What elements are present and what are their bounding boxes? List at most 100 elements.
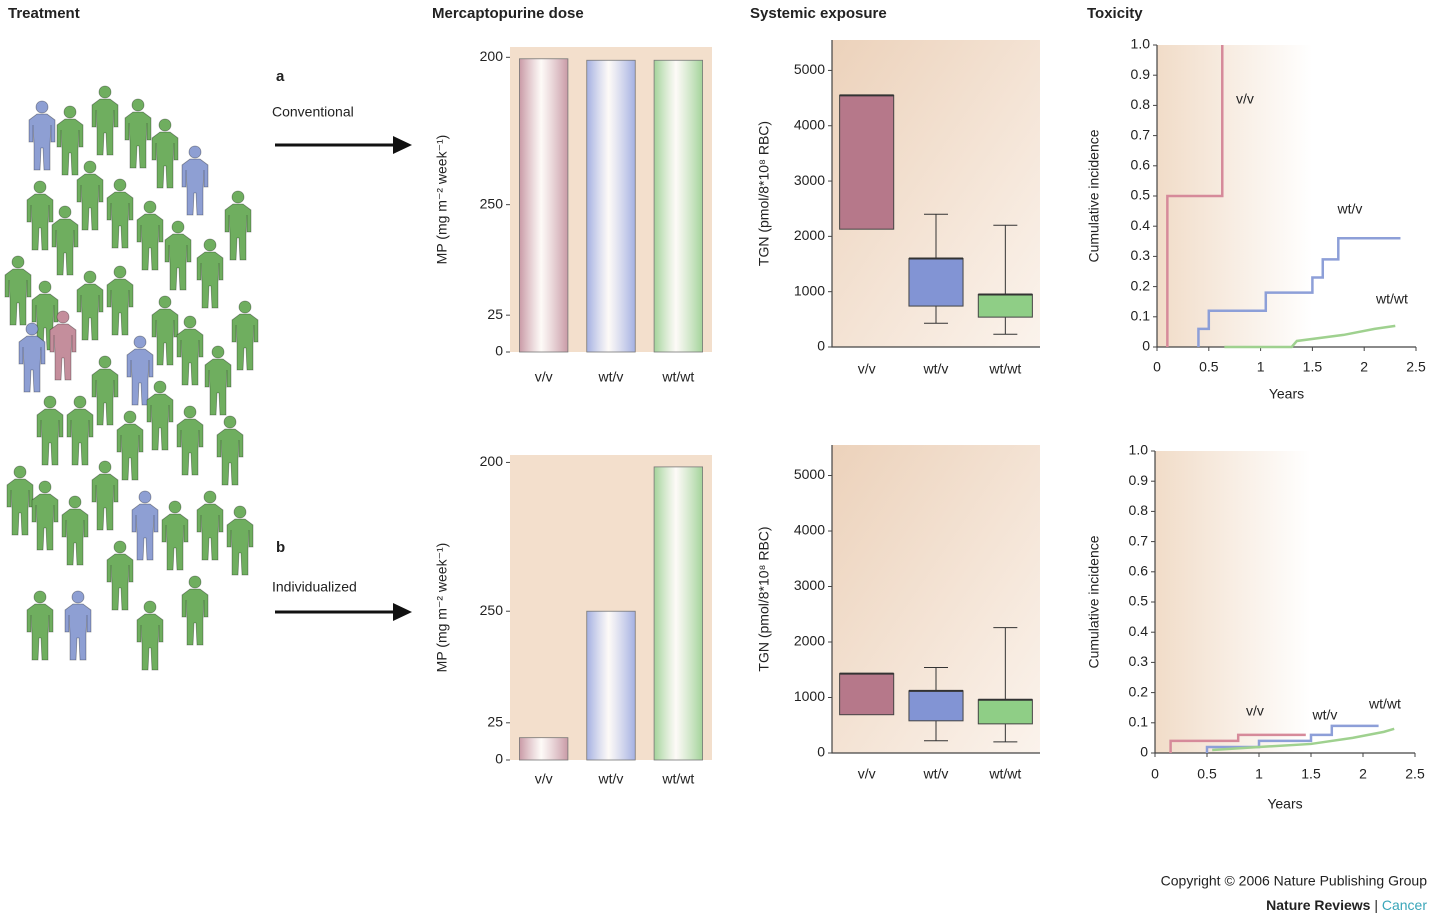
y-axis-label: TGN (pmol/8*10⁸ RBC) <box>756 526 772 671</box>
patient-icon <box>26 590 54 661</box>
step-line <box>1205 724 1379 753</box>
y-tick-label: 5000 <box>794 61 825 77</box>
y-tick-label: 0.7 <box>1129 532 1149 548</box>
patient-icon <box>181 575 209 646</box>
step-line <box>1166 45 1224 347</box>
x-tick-label: wt/v <box>923 766 949 782</box>
y-axis-label: TGN (pmol/8*10⁸ RBC) <box>756 121 772 266</box>
x-tick-label: wt/wt <box>661 771 694 787</box>
patient-icon <box>146 380 174 451</box>
step-line <box>1212 727 1395 752</box>
step-line <box>1197 237 1401 347</box>
patient-icon <box>196 238 224 309</box>
y-tick-label: 1.0 <box>1131 36 1151 52</box>
y-tick-label: 200 <box>480 453 504 469</box>
y-tick-label: 0.9 <box>1131 66 1151 82</box>
y-tick-label: 2000 <box>794 633 825 649</box>
series-label: v/v <box>1246 703 1264 719</box>
patient-icon <box>51 205 79 276</box>
patient-icon <box>91 460 119 531</box>
x-tick-label: 2 <box>1360 359 1368 375</box>
y-tick-label: 3000 <box>794 577 825 593</box>
y-tick-label: 0.5 <box>1131 187 1151 203</box>
y-tick-label: 0 <box>495 751 503 767</box>
x-tick-label: v/v <box>535 369 553 385</box>
y-tick-label: 25 <box>487 306 503 322</box>
patient-icon <box>91 355 119 426</box>
series-label: wt/v <box>1337 201 1363 217</box>
patient-icon <box>91 85 119 156</box>
bar <box>586 59 636 353</box>
patient-icon <box>28 100 56 171</box>
x-tick-label: wt/wt <box>988 766 1021 782</box>
patient-icon <box>181 145 209 216</box>
patient-icon <box>136 600 164 671</box>
x-tick-label: 1.5 <box>1301 766 1321 782</box>
y-tick-label: 0.7 <box>1131 126 1151 142</box>
y-tick-label: 5000 <box>794 466 825 482</box>
box <box>977 699 1033 725</box>
box <box>977 293 1033 318</box>
plot-background <box>1155 451 1415 753</box>
copyright: Copyright © 2006 Nature Publishing Group <box>1161 873 1428 889</box>
series-label: wt/wt <box>1368 696 1401 712</box>
y-tick-label: 4000 <box>794 116 825 132</box>
y-tick-label: 0.3 <box>1131 247 1151 263</box>
separator: | <box>1374 897 1378 913</box>
patient-icon <box>4 255 32 326</box>
y-tick-label: 0.9 <box>1129 472 1149 488</box>
patient-icon <box>131 490 159 561</box>
x-tick-label: 2.5 <box>1405 766 1425 782</box>
x-tick-label: wt/v <box>923 361 949 377</box>
patient-icon <box>224 190 252 261</box>
section: Cancer <box>1382 897 1427 913</box>
y-tick-label: 0 <box>1140 744 1148 760</box>
patient-icon <box>126 335 154 406</box>
patient-icon <box>56 105 84 176</box>
patient-icon <box>36 395 64 466</box>
y-tick-label: 0 <box>495 343 503 359</box>
y-tick-label: 0 <box>817 338 825 354</box>
y-axis-label: MP (mg m⁻² week⁻¹) <box>434 135 450 265</box>
patient-icon <box>66 395 94 466</box>
y-tick-label: 0.4 <box>1129 623 1149 639</box>
x-tick-label: 0 <box>1153 359 1161 375</box>
patient-icon <box>151 295 179 366</box>
y-tick-label: 2000 <box>794 227 825 243</box>
patient-icon <box>176 405 204 476</box>
y-tick-label: 0.4 <box>1131 217 1151 233</box>
y-tick-label: 1.0 <box>1129 442 1149 458</box>
brand: Nature Reviews | Cancer <box>1266 897 1427 913</box>
x-tick-label: 0 <box>1151 766 1159 782</box>
bar <box>586 610 636 761</box>
x-tick-label: v/v <box>535 771 553 787</box>
y-tick-label: 0.6 <box>1131 157 1151 173</box>
patient-icons <box>4 85 259 671</box>
x-axis-label: Years <box>1267 796 1302 812</box>
y-tick-label: 1000 <box>794 688 825 704</box>
y-tick-label: 0.8 <box>1129 502 1149 518</box>
x-tick-label: wt/v <box>598 771 624 787</box>
patient-icon <box>151 118 179 189</box>
row-name: Individualized <box>272 579 357 595</box>
x-tick-label: 2 <box>1359 766 1367 782</box>
y-axis-label: MP (mg m⁻² week⁻¹) <box>434 543 450 673</box>
y-tick-label: 250 <box>480 195 504 211</box>
x-tick-label: 0.5 <box>1197 766 1217 782</box>
y-tick-label: 3000 <box>794 172 825 188</box>
series-label: wt/wt <box>1375 291 1408 307</box>
panel-label: b <box>276 539 285 556</box>
y-tick-label: 0.2 <box>1131 277 1151 293</box>
y-tick-label: 1000 <box>794 282 825 298</box>
x-tick-label: 1.5 <box>1303 359 1323 375</box>
box <box>839 673 895 716</box>
x-tick-label: 0.5 <box>1199 359 1219 375</box>
x-tick-label: 1 <box>1255 766 1263 782</box>
header: Systemic exposure <box>750 5 887 22</box>
x-tick-label: v/v <box>858 766 876 782</box>
y-tick-label: 0.6 <box>1129 563 1149 579</box>
patient-icon <box>226 505 254 576</box>
arrow <box>275 136 412 621</box>
series-label: v/v <box>1236 91 1254 107</box>
